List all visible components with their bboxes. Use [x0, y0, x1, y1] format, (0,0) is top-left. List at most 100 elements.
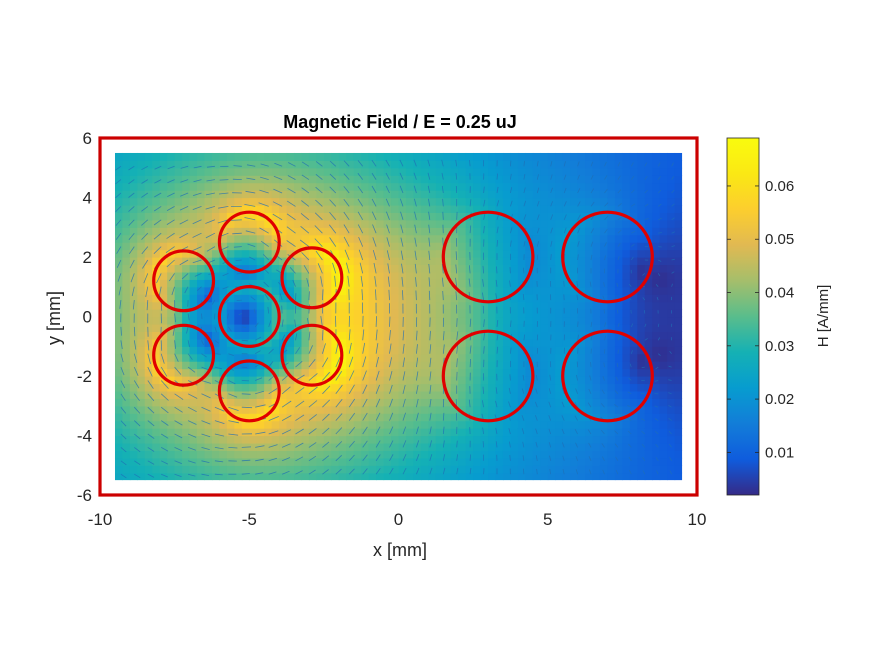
heatmap-cell	[189, 279, 198, 288]
heatmap-cell	[488, 234, 497, 243]
quiver-arrow	[604, 335, 607, 341]
quiver-arrow	[343, 173, 350, 180]
heatmap-cell	[308, 398, 318, 407]
quiver-arrow	[214, 460, 224, 463]
heatmap-cell	[525, 264, 534, 273]
heatmap-cell	[376, 368, 385, 377]
heatmap-cell	[204, 353, 213, 362]
heatmap-cell	[458, 242, 467, 251]
heatmap-cell	[294, 338, 303, 347]
heatmap-cell	[465, 376, 474, 385]
heatmap-cell	[391, 249, 400, 258]
quiver-arrow	[615, 376, 619, 381]
heatmap-cell	[495, 442, 504, 451]
heatmap-cell	[473, 331, 482, 340]
heatmap-cell	[279, 465, 288, 474]
quiver-arrow	[161, 473, 168, 478]
quiver-arrow	[255, 458, 264, 462]
heatmap-cell	[294, 353, 303, 362]
heatmap-cell	[383, 175, 392, 184]
quiver-arrow	[429, 467, 433, 475]
heatmap-cell	[629, 271, 638, 280]
heatmap-cell	[450, 368, 459, 377]
heatmap-cell	[480, 152, 489, 161]
heatmap-cell	[607, 323, 616, 332]
heatmap-cell	[555, 331, 564, 340]
heatmap-cell	[264, 160, 273, 169]
heatmap-cell	[271, 234, 280, 243]
heatmap-cell	[197, 286, 206, 295]
heatmap-cell	[316, 190, 325, 199]
field-heatmap	[114, 152, 683, 481]
colorbar-tick-label: 0.05	[765, 231, 794, 248]
heatmap-cell	[114, 242, 123, 251]
heatmap-cell	[226, 435, 235, 444]
heatmap-cell	[599, 383, 609, 392]
heatmap-cell	[488, 465, 497, 474]
heatmap-cell	[607, 368, 616, 377]
heatmap-cell	[234, 323, 243, 332]
heatmap-cell	[279, 227, 288, 236]
quiver-arrow	[281, 429, 292, 435]
heatmap-cell	[189, 160, 198, 169]
heatmap-cell	[562, 309, 571, 318]
heatmap-cell	[614, 383, 623, 392]
heatmap-cell	[391, 390, 400, 399]
heatmap-cell	[234, 428, 243, 437]
heatmap-cell	[622, 160, 631, 169]
heatmap-cell	[368, 361, 377, 370]
heatmap-cell	[279, 457, 288, 466]
heatmap-cell	[592, 175, 601, 184]
heatmap-cell	[667, 450, 676, 459]
quiver-arrow	[214, 326, 217, 333]
heatmap-cell	[122, 413, 131, 422]
heatmap-cell	[152, 301, 161, 310]
heatmap-cell	[450, 465, 459, 474]
heatmap-cell	[480, 160, 489, 169]
heatmap-cell	[488, 167, 497, 176]
heatmap-cell	[517, 286, 526, 295]
heatmap-cell	[614, 472, 623, 481]
heatmap-cell	[622, 398, 631, 407]
quiver-arrow	[335, 370, 343, 381]
heatmap-cell	[599, 457, 609, 466]
heatmap-cell	[144, 368, 153, 377]
quiver-arrow	[161, 447, 169, 452]
heatmap-cell	[226, 227, 235, 236]
heatmap-cell	[517, 405, 526, 414]
heatmap-cell	[428, 376, 437, 385]
heatmap-cell	[458, 182, 467, 191]
heatmap-cell	[473, 413, 482, 422]
heatmap-cell	[353, 413, 362, 422]
heatmap-cell	[435, 353, 444, 362]
heatmap-cell	[264, 383, 273, 392]
heatmap-cell	[614, 331, 623, 340]
quiver-arrow	[230, 219, 242, 221]
heatmap-cell	[622, 435, 631, 444]
heatmap-cell	[211, 338, 220, 347]
heatmap-cell	[197, 457, 206, 466]
quiver-arrow	[548, 388, 552, 394]
heatmap-cell	[256, 316, 265, 325]
quiver-arrow	[657, 273, 661, 277]
heatmap-cell	[525, 227, 534, 236]
heatmap-cell	[450, 182, 459, 191]
heatmap-cell	[331, 338, 340, 347]
heatmap-cell	[182, 219, 191, 228]
quiver-arrow	[167, 165, 175, 170]
heatmap-cell	[383, 338, 392, 347]
heatmap-cell	[368, 264, 377, 273]
heatmap-cell	[502, 190, 512, 199]
heatmap-cell	[659, 450, 668, 459]
quiver-arrow	[510, 187, 513, 194]
heatmap-cell	[443, 323, 452, 332]
heatmap-cell	[592, 182, 601, 191]
heatmap-cell	[211, 383, 220, 392]
heatmap-cell	[435, 264, 444, 273]
heatmap-cell	[361, 294, 370, 303]
heatmap-cell	[599, 234, 609, 243]
heatmap-cell	[510, 457, 519, 466]
heatmap-cell	[391, 376, 400, 385]
heatmap-cell	[443, 376, 452, 385]
heatmap-cell	[510, 346, 519, 355]
